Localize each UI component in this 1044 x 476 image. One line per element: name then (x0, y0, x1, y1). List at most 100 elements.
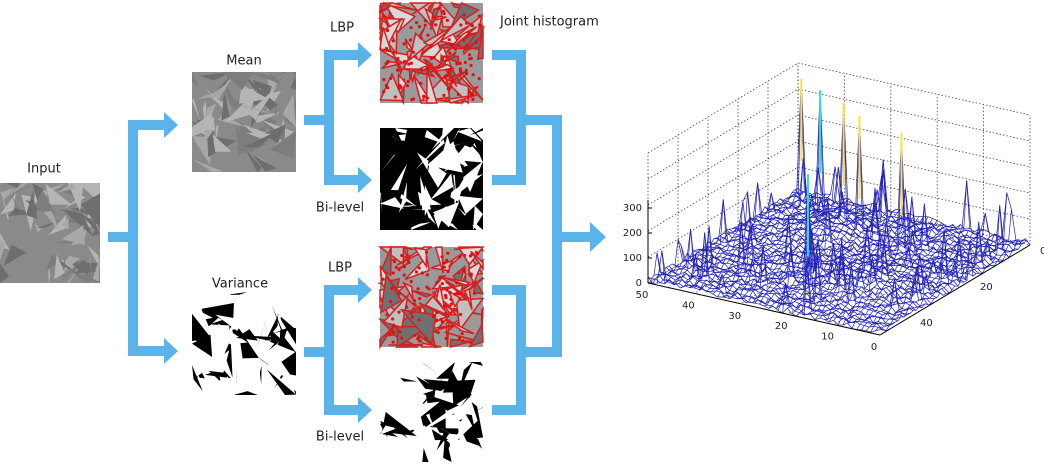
texture-shape (32, 183, 44, 201)
texture-shape (462, 161, 483, 192)
texture-shape (460, 395, 472, 407)
texture-dot (449, 302, 453, 306)
texture-dot (423, 23, 427, 27)
texture-shape (400, 419, 411, 457)
texture-shape (379, 328, 392, 350)
label: Variance (212, 277, 268, 292)
texture-shape (409, 140, 428, 147)
texture-dot (416, 287, 420, 291)
texture-dot (476, 252, 480, 256)
texture-shape (238, 84, 269, 104)
texture-shape (449, 434, 453, 462)
texture-shape (440, 315, 475, 335)
texture-dot (391, 324, 395, 328)
texture-shape (246, 311, 273, 336)
texture-shape (63, 255, 80, 273)
texture-dot (445, 288, 449, 292)
texture-dot (385, 28, 390, 33)
texture-shape (382, 1, 417, 31)
mesh-line (787, 220, 938, 309)
texture-dot (460, 331, 464, 336)
texture-shape (423, 389, 436, 399)
texture-dot (462, 13, 466, 17)
texture-dot (417, 25, 422, 29)
texture-dot (468, 340, 472, 344)
x-tick-label: 20 (775, 321, 788, 332)
texture-shape (192, 98, 201, 122)
mesh-line (861, 209, 1012, 331)
texture-dot (458, 296, 462, 301)
texture-dot (409, 279, 413, 284)
texture-dot (407, 62, 411, 66)
texture-dot (442, 261, 447, 265)
texture-shape (227, 378, 249, 395)
texture-shape (402, 281, 414, 300)
texture-shape (227, 91, 231, 112)
texture-shape (233, 389, 258, 395)
label: Input (27, 162, 61, 177)
x-tick-label: 10 (821, 332, 834, 343)
texture-shape (453, 174, 457, 201)
texture-shape (192, 313, 212, 341)
texture-shape (442, 389, 456, 404)
texture-dot (425, 285, 429, 289)
texture-shape (0, 187, 10, 221)
texture-shape (400, 377, 418, 382)
texture-shape (269, 327, 293, 342)
mesh-line (865, 229, 1017, 331)
texture-dot (448, 67, 453, 71)
texture-dot (429, 57, 433, 61)
texture-shape (290, 77, 296, 92)
grid-line (647, 192, 799, 284)
texture-dot (409, 61, 413, 65)
texture-dot (465, 43, 469, 48)
texture-shape (74, 259, 89, 275)
texture-shape (431, 128, 455, 150)
texture-dot (414, 270, 419, 274)
texture-shape (453, 128, 461, 141)
texture-shape (201, 127, 216, 147)
texture-shape (380, 128, 409, 137)
texture-dot (391, 330, 396, 334)
texture-dot (420, 68, 424, 72)
texture-shape (380, 169, 390, 195)
texture-shape (90, 229, 100, 237)
mesh-line (698, 198, 850, 290)
texture-dot (390, 327, 394, 332)
x-tick-label: 0 (871, 342, 877, 353)
texture-shape (197, 94, 218, 100)
texture-shape (424, 295, 451, 317)
texture-shape (55, 183, 76, 194)
mesh-line (722, 191, 873, 298)
mesh-line (763, 187, 915, 307)
texture-dot (469, 63, 473, 67)
texture-dot (424, 336, 428, 341)
texture-shape (380, 197, 404, 209)
texture-dot (402, 273, 406, 277)
texture-dot (456, 92, 460, 96)
texture-dot (457, 336, 462, 340)
mesh-line (851, 235, 1003, 329)
texture-shape (445, 26, 478, 53)
texture-dot (470, 24, 474, 28)
texture-shape (416, 152, 447, 188)
texture-dot (404, 305, 409, 309)
texture-shape (418, 436, 428, 447)
texture-shape (282, 94, 296, 128)
texture-shape (5, 183, 20, 189)
texture-dot (478, 23, 482, 27)
texture-shape (414, 139, 445, 170)
texture-dot (384, 83, 389, 87)
texture-shape (469, 407, 483, 415)
grid-line (694, 203, 845, 294)
texture-dot (417, 296, 422, 301)
texture-dot (440, 255, 444, 259)
texture-shape (266, 369, 296, 395)
texture-dot (418, 339, 422, 343)
z-tick-label: 100 (623, 253, 642, 264)
texture-dot (400, 336, 404, 340)
texture-shape (244, 148, 262, 172)
texture-shape (454, 379, 476, 398)
texture-shape (426, 159, 431, 181)
